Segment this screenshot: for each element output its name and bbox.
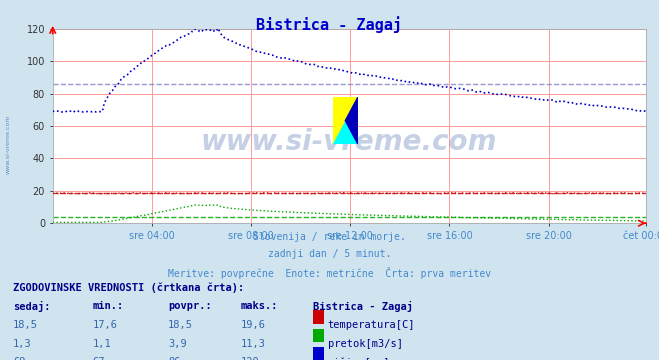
Text: pretok[m3/s]: pretok[m3/s] — [328, 339, 403, 349]
Text: 17,6: 17,6 — [92, 320, 117, 330]
Text: 1,1: 1,1 — [92, 339, 111, 349]
Text: 120: 120 — [241, 357, 259, 360]
Polygon shape — [345, 97, 358, 144]
Text: 69: 69 — [13, 357, 26, 360]
Text: ZGODOVINSKE VREDNOSTI (črtkana črta):: ZGODOVINSKE VREDNOSTI (črtkana črta): — [13, 283, 244, 293]
Text: sedaj:: sedaj: — [13, 301, 51, 312]
Text: min.:: min.: — [92, 301, 123, 311]
Text: temperatura[C]: temperatura[C] — [328, 320, 415, 330]
Text: Bistrica - Zagaj: Bistrica - Zagaj — [256, 16, 403, 33]
Text: www.si-vreme.com: www.si-vreme.com — [5, 114, 11, 174]
Text: 67: 67 — [92, 357, 105, 360]
Text: zadnji dan / 5 minut.: zadnji dan / 5 minut. — [268, 249, 391, 260]
Text: 1,3: 1,3 — [13, 339, 32, 349]
Text: višina[cm]: višina[cm] — [328, 357, 390, 360]
Text: Meritve: povprečne  Enote: metrične  Črta: prva meritev: Meritve: povprečne Enote: metrične Črta:… — [168, 267, 491, 279]
Text: Slovenija / reke in morje.: Slovenija / reke in morje. — [253, 232, 406, 242]
Text: povpr.:: povpr.: — [168, 301, 212, 311]
Text: maks.:: maks.: — [241, 301, 278, 311]
Polygon shape — [333, 97, 358, 144]
Text: www.si-vreme.com: www.si-vreme.com — [201, 127, 498, 156]
Text: 3,9: 3,9 — [168, 339, 186, 349]
Polygon shape — [333, 97, 358, 144]
Text: 19,6: 19,6 — [241, 320, 266, 330]
Text: Bistrica - Zagaj: Bistrica - Zagaj — [313, 301, 413, 312]
Text: 11,3: 11,3 — [241, 339, 266, 349]
Text: 18,5: 18,5 — [13, 320, 38, 330]
Text: 18,5: 18,5 — [168, 320, 193, 330]
Text: 86: 86 — [168, 357, 181, 360]
